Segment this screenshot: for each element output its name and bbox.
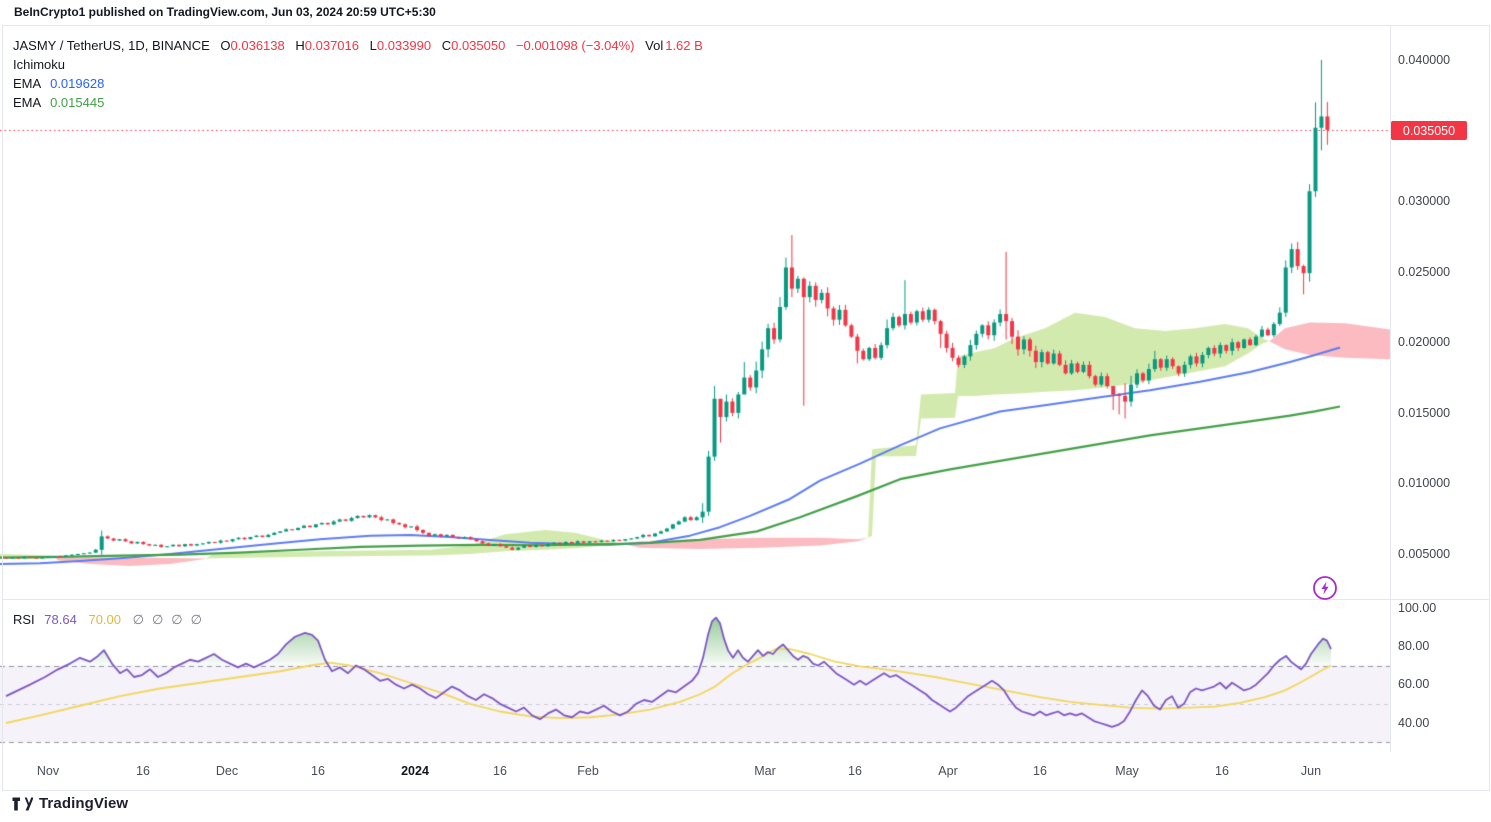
- ema-slow-value: 0.015445: [50, 95, 105, 110]
- rsi-label: RSI: [13, 612, 35, 627]
- price-axis-label: 0.005000: [1398, 547, 1451, 561]
- indicator-ichimoku[interactable]: Ichimoku: [13, 55, 703, 74]
- price-axis-separator: [1390, 25, 1391, 752]
- time-axis-label: 16: [136, 764, 150, 778]
- price-axis-label: 0.020000: [1398, 335, 1451, 349]
- time-axis-label: 2024: [401, 764, 429, 778]
- time-axis-label: 16: [848, 764, 862, 778]
- close-value: 0.035050: [451, 38, 506, 53]
- ema-fast-value: 0.019628: [50, 76, 105, 91]
- close-label: C: [441, 38, 452, 53]
- open-value: 0.036138: [230, 38, 285, 53]
- publish-note: BeInCrypto1 published on TradingView.com…: [14, 5, 436, 19]
- price-axis-label: 0.030000: [1398, 194, 1451, 208]
- symbol-row[interactable]: JASMY / TetherUS, 1D, BINANCE O0.036138 …: [13, 36, 703, 55]
- boost-button[interactable]: [1311, 574, 1339, 602]
- rsi-axis-label: 40.00: [1398, 716, 1430, 730]
- time-axis-label: May: [1115, 764, 1139, 778]
- time-axis-label: Mar: [754, 764, 776, 778]
- ema-fast-label: EMA: [13, 76, 41, 91]
- tradingview-wordmark[interactable]: TradingView: [39, 795, 129, 812]
- lightning-icon: [1313, 576, 1337, 600]
- rsi-axis-label: 60.00: [1398, 677, 1430, 691]
- time-axis-label: 16: [493, 764, 507, 778]
- rsi-axis-label: 100.00: [1398, 601, 1437, 615]
- price-axis-label: 0.025000: [1398, 265, 1451, 279]
- high-label: H: [295, 38, 305, 53]
- time-axis-label: 16: [311, 764, 325, 778]
- time-axis-label: Jun: [1300, 764, 1322, 778]
- footer: TradingView: [12, 795, 128, 812]
- last-price-badge: 0.035050: [1391, 121, 1467, 140]
- open-label: O: [220, 38, 231, 53]
- rsi-value: 78.64: [44, 612, 77, 627]
- rsi-legend[interactable]: RSI 78.64 70.00 ∅ ∅ ∅ ∅: [13, 612, 202, 628]
- time-axis-label: 16: [1215, 764, 1229, 778]
- time-axis-label: Dec: [215, 764, 239, 778]
- volume-label: Vol: [645, 38, 664, 53]
- time-axis-label: 16: [1033, 764, 1047, 778]
- price-axis-label: 0.040000: [1398, 53, 1451, 67]
- low-label: L: [369, 38, 377, 53]
- change-value: −0.001098 (−3.04%): [515, 38, 635, 53]
- time-axis-label: Nov: [36, 764, 60, 778]
- price-axis-label: 0.015000: [1398, 406, 1451, 420]
- rsi-empty-params: ∅ ∅ ∅ ∅: [132, 612, 202, 627]
- indicator-ema-fast[interactable]: EMA 0.019628: [13, 74, 703, 93]
- price-axis-label: 0.010000: [1398, 476, 1451, 490]
- rsi-ma-value: 70.00: [88, 612, 122, 627]
- symbol-title[interactable]: JASMY / TetherUS, 1D, BINANCE: [13, 38, 210, 53]
- ema-slow-label: EMA: [13, 95, 41, 110]
- low-value: 0.033990: [376, 38, 432, 53]
- volume-value: 1.62 B: [665, 38, 703, 53]
- time-axis-label: Feb: [577, 764, 599, 778]
- tradingview-logo-icon[interactable]: [12, 796, 33, 812]
- main-legend: JASMY / TetherUS, 1D, BINANCE O0.036138 …: [13, 36, 703, 112]
- ichimoku-label: Ichimoku: [13, 57, 66, 72]
- pane-divider[interactable]: [2, 599, 1489, 600]
- indicator-ema-slow[interactable]: EMA 0.015445: [13, 93, 703, 112]
- high-value: 0.037016: [304, 38, 359, 53]
- time-axis-label: Apr: [938, 764, 958, 778]
- rsi-axis-label: 80.00: [1398, 639, 1430, 653]
